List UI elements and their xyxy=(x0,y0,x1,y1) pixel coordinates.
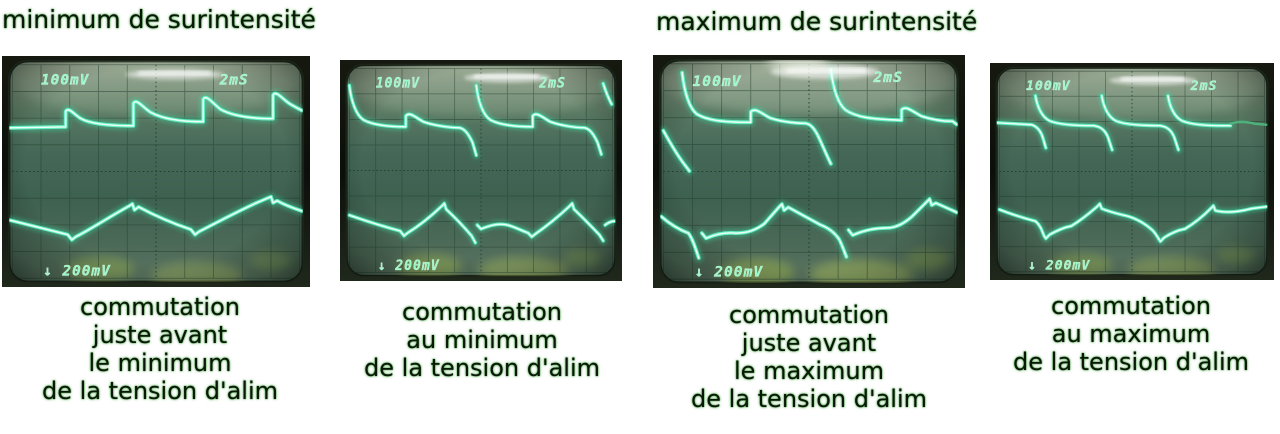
caption-line: de la tension d'alim xyxy=(364,354,600,382)
time-per-div-label: 2mS xyxy=(219,73,249,89)
oscilloscope-photo-3: 100mV 2mS ↓ 200mV xyxy=(653,55,965,288)
volts-per-div-label: 100mV xyxy=(1026,79,1071,94)
channel2-scale-label: ↓ 200mV xyxy=(43,264,111,280)
caption-line: de la tension d'alim xyxy=(691,385,927,413)
caption-line: commutation xyxy=(80,293,240,321)
caption-photo-4: commutation au maximum de la tension d'a… xyxy=(978,292,1280,376)
section-title-minimum: minimum de surintensité xyxy=(2,5,316,34)
glare-streak xyxy=(125,69,224,80)
caption-photo-3: commutation juste avant le maximum de la… xyxy=(648,301,970,413)
caption-line: juste avant xyxy=(92,321,228,349)
dim-trace-tail xyxy=(1229,120,1268,126)
upper-trace xyxy=(9,89,303,132)
glare-streak xyxy=(1109,75,1197,86)
volts-per-div-label: 100mV xyxy=(693,74,742,90)
channel2-scale-label: ↓ 200mV xyxy=(1028,258,1090,273)
lower-trace xyxy=(346,199,616,247)
volts-per-div-label: 100mV xyxy=(41,73,90,89)
upper-trace xyxy=(678,65,958,168)
caption-line: commutation xyxy=(402,298,562,326)
caption-line: le maximum xyxy=(734,357,884,385)
time-per-div-label: 2mS xyxy=(1190,79,1218,94)
caption-line: au maximum xyxy=(1051,320,1211,348)
time-per-div-label: 2mS xyxy=(538,76,566,91)
glare-streak xyxy=(767,60,879,79)
channel2-scale-label: ↓ 200mV xyxy=(378,259,440,274)
caption-line: de la tension d'alim xyxy=(42,377,278,405)
oscilloscope-photo-4: 100mV 2mS ↓ 200mV xyxy=(990,63,1274,280)
time-per-div-label: 2mS xyxy=(872,70,902,86)
caption-line: de la tension d'alim xyxy=(1013,348,1249,376)
oscilloscope-photo-1: 100mV 2mS ↓ 200mV xyxy=(2,56,310,287)
screen-vignette xyxy=(996,67,1268,276)
volts-per-div-label: 100mV xyxy=(376,76,420,91)
screen-vignette xyxy=(660,60,958,283)
caption-photo-2: commutation au minimum de la tension d'a… xyxy=(336,298,628,382)
lower-trace xyxy=(996,200,1268,246)
upper-trace xyxy=(996,92,1235,154)
upper-trace xyxy=(346,79,616,159)
caption-line: commutation xyxy=(1051,292,1211,320)
caption-photo-1: commutation juste avant le minimum de la… xyxy=(0,293,320,405)
screen-vignette xyxy=(9,61,303,282)
edge-trace-segments xyxy=(660,126,703,262)
lower-trace xyxy=(9,192,303,244)
channel2-scale-label: ↓ 200mV xyxy=(695,265,764,281)
lower-trace xyxy=(697,195,958,261)
caption-line: juste avant xyxy=(741,329,877,357)
caption-line: au minimum xyxy=(406,326,558,354)
oscilloscope-photo-2: 100mV 2mS ↓ 200mV xyxy=(340,60,622,281)
caption-line: le minimum xyxy=(88,349,232,377)
caption-line: commutation xyxy=(729,301,889,329)
section-title-maximum: maximum de surintensité xyxy=(656,7,978,36)
glare-streak xyxy=(464,72,551,83)
